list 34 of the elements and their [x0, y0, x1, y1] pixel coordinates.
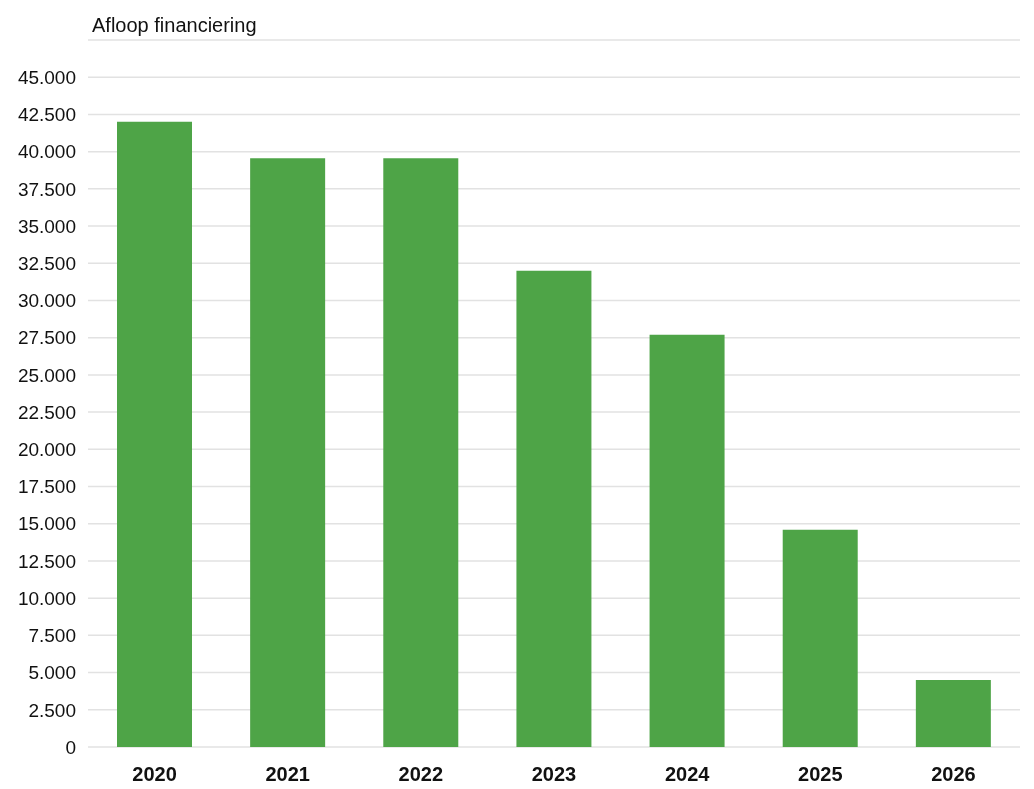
bar — [250, 158, 326, 747]
x-tick-label: 2021 — [265, 763, 310, 786]
y-tick-label: 5.000 — [28, 662, 76, 684]
y-tick-label: 45.000 — [17, 66, 76, 88]
y-tick-label: 17.500 — [17, 476, 76, 498]
chart-title: Afloop financiering — [92, 14, 257, 37]
y-tick-label: 32.500 — [17, 253, 76, 275]
y-tick-label: 30.000 — [17, 290, 76, 312]
y-tick-label: 40.000 — [17, 141, 76, 163]
bar — [117, 121, 192, 747]
y-tick-label: 2.500 — [28, 699, 76, 721]
x-tick-label: 2024 — [664, 763, 711, 786]
bar — [649, 334, 725, 747]
y-tick-label: 20.000 — [17, 439, 76, 461]
y-tick-label: 27.500 — [17, 327, 76, 349]
y-tick-label: 10.000 — [17, 587, 76, 609]
bar — [516, 270, 592, 747]
x-tick-label: 2022 — [398, 763, 444, 786]
y-tick-label: 7.500 — [28, 625, 76, 647]
y-tick-label: 12.500 — [17, 550, 76, 572]
x-tick-label: 2025 — [798, 763, 843, 786]
bar — [915, 680, 991, 747]
bar — [782, 529, 858, 747]
bar — [383, 158, 459, 747]
x-tick-label: 2026 — [931, 763, 976, 786]
y-tick-label: 22.500 — [17, 401, 76, 423]
x-tick-label: 2020 — [132, 763, 177, 786]
y-tick-label: 25.000 — [17, 364, 76, 386]
y-tick-label: 15.000 — [17, 513, 76, 535]
y-tick-label: 0 — [65, 736, 76, 758]
y-tick-label: 37.500 — [17, 178, 76, 200]
y-tick-label: 35.000 — [17, 215, 76, 237]
y-tick-label: 42.500 — [17, 104, 76, 126]
x-tick-label: 2023 — [531, 763, 577, 786]
